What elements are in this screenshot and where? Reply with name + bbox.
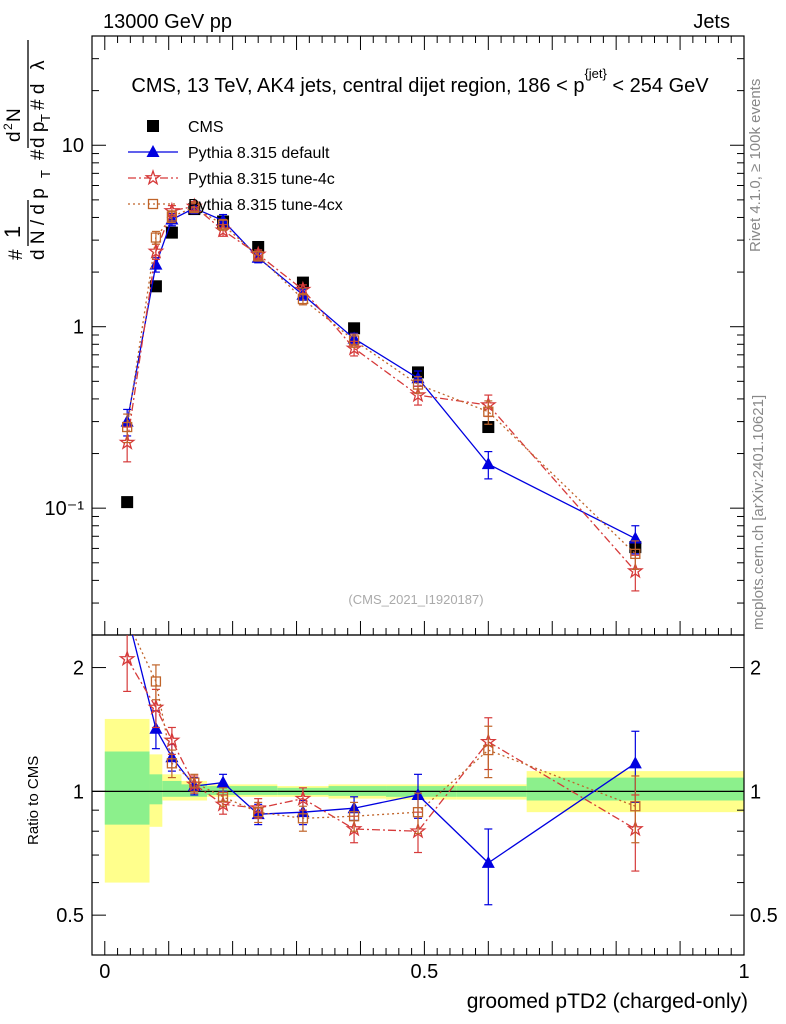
ratio-point-pythia-8-315-tune-4cx [123,616,132,625]
main-point-cms [121,496,134,509]
main-series-group [118,197,644,592]
ratio-point-pythia-8-315-tune-4cx [483,744,494,756]
legend-marker-pythia-8-315-default [146,145,160,157]
ratio-point-pythia-8-315-tune-4cx [189,777,200,788]
legend-label-pythia-8-315-tune-4cx: Pythia 8.315 tune-4cx [188,197,343,214]
main-point-pythia-8-315-default [149,257,163,270]
main-point-pythia-8-315-tune-4c [118,433,136,450]
main-line-pythia-8-315-tune-4c [126,205,636,572]
legend-label-pythia-8-315-default: Pythia 8.315 default [188,145,330,162]
main-point-pythia-8-315-tune-4cx [297,293,309,305]
svg-text:2: 2 [1,123,15,130]
main-point-pythia-8-315-tune-4cx [412,379,424,390]
ratio-point-pythia-8-315-tune-4c [214,795,232,812]
main-y-tick-label: 10 [62,135,84,157]
ratio-line-pythia-8-315-default [131,635,636,864]
legend-marker-cms [147,120,159,132]
ratio-inner-band [162,780,182,797]
x-tick-label: 1 [738,961,749,983]
header-left-label: 13000 GeV pp [103,11,232,33]
main-y-tick-label: 10⁻¹ [45,498,85,520]
ratio-inner-band [104,751,150,825]
main-y-tick-label: 1 [73,317,84,339]
ratio-y-tick-label-right: 0.5 [750,905,778,927]
svg-text:1: 1 [0,226,25,238]
main-y-axis-label: # 1 d N / d p T # d 2 N d p T # d λ [0,40,53,260]
main-point-pythia-8-315-tune-4cx [253,250,264,262]
main-line-pythia-8-315-default [126,207,636,540]
x-axis-label: groomed pTD2 (charged-only) [467,990,748,1013]
svg-text:T: T [38,114,53,122]
ratio-point-pythia-8-315-tune-4c [118,649,136,667]
ratio-point-pythia-8-315-tune-4cx [630,801,641,812]
x-tick-label: 0.5 [410,961,438,983]
ratio-point-pythia-8-315-tune-4cx [253,807,264,818]
main-point-pythia-8-315-tune-4cx [189,202,200,213]
ratio-inner-band [149,774,163,805]
ratio-point-pythia-8-315-tune-4cx [297,813,309,824]
x-tick-label: 0 [99,961,110,983]
rivet-version-label: Rivet 4.1.0, ≥ 100k events [747,79,764,252]
ratio-point-pythia-8-315-tune-4cx [166,758,178,769]
svg-text:d: d [4,131,25,142]
svg-text:#: # [6,249,27,260]
svg-text:λ: λ [28,60,49,70]
legend: CMS Pythia 8.315 default Pythia 8.315 tune… [128,119,343,214]
chart-title: CMS, 13 TeV, AK4 jets, central dijet reg… [131,66,709,97]
main-point-pythia-8-315-tune-4c [294,280,312,297]
ratio-y-tick-label: 1 [73,781,84,803]
main-panel: 10⁻¹ 1 10 [45,35,745,955]
ratio-point-pythia-8-315-default [121,607,134,619]
ratio-point-pythia-8-315-default [216,775,230,788]
ratio-point-pythia-8-315-tune-4cx [150,676,162,687]
ratio-point-pythia-8-315-tune-4cx [217,791,229,802]
legend-label-pythia-8-315-tune-4c: Pythia 8.315 tune-4c [188,171,335,188]
main-point-pythia-8-315-tune-4cx [122,421,133,433]
svg-text:T: T [38,170,53,178]
svg-text:N: N [4,108,25,122]
ratio-point-pythia-8-315-tune-4cx [412,807,424,818]
svg-text:d p: d p [28,122,49,148]
svg-text:# d: # d [28,84,49,110]
main-point-pythia-8-315-tune-4cx [348,335,360,346]
ratio-y-axis-label: Ratio to CMS [25,756,42,845]
main-point-pythia-8-315-tune-4c [147,242,165,259]
ratio-y-tick-label: 0.5 [56,905,84,927]
main-point-cms [348,322,361,335]
ratio-y-tick-label-right: 2 [750,658,761,680]
ratio-y-tick-label-right: 1 [750,781,761,803]
main-point-pythia-8-315-tune-4cx [166,211,178,222]
legend-marker-pythia-8-315-tune-4cx [147,198,159,210]
ratio-panel: 0.5 0.5 1 1 2 2 0 0.5 1 [56,607,778,983]
mcplots-reference-label: mcplots.cern.ch [arXiv:2401.10621] [750,395,767,630]
ratio-point-pythia-8-315-default [481,855,495,868]
main-point-pythia-8-315-default [481,457,495,470]
main-line-pythia-8-315-tune-4cx [126,206,636,555]
ratio-series-group [118,607,644,906]
main-point-pythia-8-315-tune-4c [345,339,363,356]
ratio-y-tick-label: 2 [73,658,84,680]
main-point-pythia-8-315-tune-4cx [217,219,229,230]
ratio-point-pythia-8-315-default [628,756,642,769]
legend-label-cms: CMS [188,119,224,136]
legend-marker-pythia-8-315-tune-4c [144,168,162,186]
main-point-pythia-8-315-tune-4cx [150,232,162,243]
svg-text:d N / d p: d N / d p [28,188,49,260]
ratio-inner-band [239,786,278,795]
main-point-pythia-8-315-tune-4c [626,562,644,579]
main-point-pythia-8-315-tune-4c [409,386,427,403]
ratio-point-pythia-8-315-tune-4c [294,789,312,806]
main-point-pythia-8-315-tune-4cx [483,406,494,417]
header-right-label: Jets [693,11,730,33]
analysis-watermark: (CMS_2021_I1920187) [348,592,483,607]
ratio-point-pythia-8-315-tune-4cx [348,811,360,822]
ratio-frame [91,634,745,956]
main-point-pythia-8-315-tune-4cx [630,548,641,560]
svg-text:#: # [28,149,49,160]
